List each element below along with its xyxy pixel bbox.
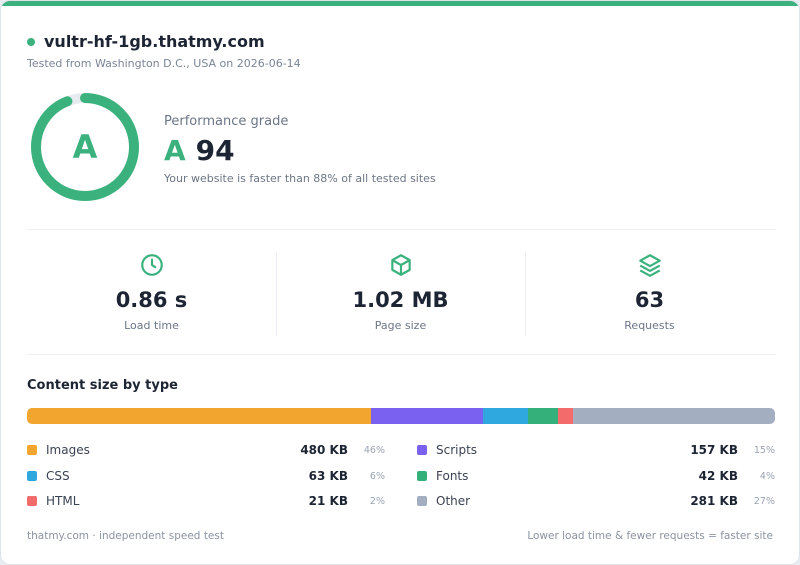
legend-size: 63 KB	[308, 469, 348, 483]
grade-score-line: A 94	[164, 134, 235, 167]
content-size-bar	[27, 408, 775, 424]
size-bar-segment-images	[27, 408, 372, 424]
requests-label: Requests	[624, 319, 675, 332]
legend-percent: 46%	[363, 444, 385, 456]
legend-name: Images	[46, 443, 90, 457]
load-time-label: Load time	[124, 319, 179, 332]
grade-comparison-note: Your website is faster than 88% of all t…	[164, 172, 436, 185]
footer-credit: thatmy.com · independent speed test	[27, 530, 224, 542]
legend-swatch	[27, 496, 37, 506]
legend-size: 157 KB	[690, 443, 738, 457]
legend-name: Scripts	[436, 443, 478, 457]
legend-item-images: Images 480 KB 46%	[27, 442, 385, 458]
divider-middle	[27, 354, 775, 355]
legend-item-html: HTML 21 KB 2%	[27, 493, 385, 509]
legend-percent: 6%	[369, 470, 385, 482]
size-bar-segment-html	[558, 408, 573, 424]
grade-letter: A	[164, 134, 186, 167]
legend-swatch	[27, 445, 37, 455]
legend-percent: 4%	[759, 470, 775, 482]
cube-icon	[390, 254, 411, 276]
metric-page-size: 1.02 MB Page size	[276, 252, 525, 337]
page-size-value: 1.02 MB	[352, 288, 449, 312]
site-header: vultr-hf-1gb.thatmy.com	[27, 32, 265, 51]
grade-score: 94	[195, 134, 235, 167]
grade-ring: A	[31, 93, 139, 201]
site-name: vultr-hf-1gb.thatmy.com	[44, 32, 265, 51]
status-dot-icon	[27, 37, 35, 46]
size-bar-segment-other	[573, 408, 775, 424]
metric-separator	[276, 252, 277, 336]
page-size-label: Page size	[374, 319, 427, 332]
size-bar-segment-css	[483, 408, 529, 424]
layers-icon	[638, 254, 661, 277]
grade-label: Performance grade	[164, 114, 289, 129]
legend-name: Fonts	[436, 469, 469, 483]
legend-swatch	[27, 471, 37, 481]
legend-swatch	[417, 445, 427, 455]
legend-percent: 2%	[369, 495, 385, 507]
legend-name: HTML	[46, 494, 80, 508]
legend-swatch	[417, 471, 427, 481]
footer-hint: Lower load time & fewer requests = faste…	[527, 530, 773, 542]
legend-percent: 27%	[753, 495, 775, 507]
legend-name: CSS	[46, 469, 70, 483]
legend-size: 21 KB	[308, 494, 348, 508]
legend-name: Other	[436, 494, 471, 508]
legend-percent: 15%	[753, 444, 775, 456]
clock-icon	[140, 254, 163, 276]
legend-size: 42 KB	[698, 469, 738, 483]
test-location-date: Tested from Washington D.C., USA on 2026…	[27, 57, 301, 70]
metric-requests: 63 Requests	[525, 252, 774, 337]
legend-item-scripts: Scripts 157 KB 15%	[417, 442, 775, 458]
metric-separator	[525, 252, 526, 336]
legend-item-fonts: Fonts 42 KB 4%	[417, 468, 775, 484]
legend-item-css: CSS 63 KB 6%	[27, 468, 385, 484]
requests-value: 63	[634, 288, 665, 312]
size-bar-segment-fonts	[528, 408, 559, 424]
legend-size: 480 KB	[300, 443, 348, 457]
legend-swatch	[417, 496, 427, 506]
grade-ring-progress	[31, 93, 139, 201]
content-size-title: Content size by type	[27, 378, 178, 393]
legend-size: 281 KB	[690, 494, 738, 508]
grade-ring-letter: A	[73, 128, 98, 166]
load-time-value: 0.86 s	[115, 288, 188, 312]
accent-top-bar	[1, 1, 799, 6]
metric-load-time: 0.86 s Load time	[27, 252, 276, 337]
divider-top	[27, 229, 775, 230]
size-bar-segment-scripts	[371, 408, 484, 424]
legend-item-other: Other 281 KB 27%	[417, 493, 775, 509]
